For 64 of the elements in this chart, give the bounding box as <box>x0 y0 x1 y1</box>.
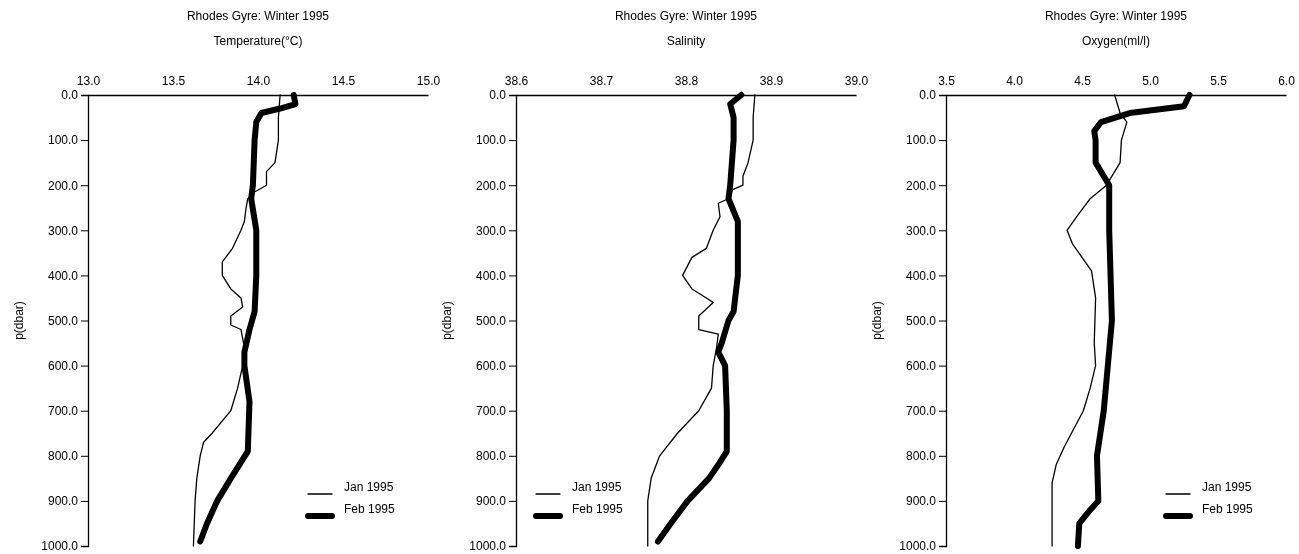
x-tick-label: 38.7 <box>589 74 614 88</box>
y-tick-label: 1000.0 <box>41 539 79 554</box>
x-tick-label: 5.5 <box>1210 74 1228 88</box>
y-tick-label: 300.0 <box>475 223 507 238</box>
y-tick-label: 700.0 <box>475 404 507 419</box>
y-tick-label: 200.0 <box>905 178 937 193</box>
chart-title: Rhodes Gyre: Winter 1995 <box>186 9 330 23</box>
y-tick-label: 400.0 <box>47 268 79 283</box>
y-tick-label: 700.0 <box>905 404 937 419</box>
x-tick-label: 13.0 <box>76 74 101 88</box>
chart-title: Rhodes Gyre: Winter 1995 <box>614 9 758 23</box>
x-tick-label: 39.0 <box>844 74 869 88</box>
x-tick-label: 15.0 <box>416 74 441 88</box>
y-axis-title: p(dbar) <box>870 301 884 340</box>
chart-title: Rhodes Gyre: Winter 1995 <box>1044 9 1188 23</box>
y-tick-label: 200.0 <box>47 178 79 193</box>
legend-label: Feb 1995 <box>1202 502 1254 516</box>
y-tick-label: 900.0 <box>475 494 507 509</box>
y-tick-label: 800.0 <box>47 449 79 464</box>
y-tick-label: 100.0 <box>47 133 79 148</box>
y-axis-title: p(dbar) <box>12 301 26 340</box>
y-tick-label: 900.0 <box>905 494 937 509</box>
y-tick-label: 1000.0 <box>469 539 507 554</box>
x-tick-label: 3.5 <box>938 74 956 88</box>
y-tick-label: 0.0 <box>61 88 79 103</box>
y-tick-label: 300.0 <box>47 223 79 238</box>
y-tick-label: 500.0 <box>905 313 937 328</box>
x-tick-label: 14.5 <box>331 74 356 88</box>
legend-label: Feb 1995 <box>572 502 624 516</box>
y-tick-label: 200.0 <box>475 178 507 193</box>
y-axis-title: p(dbar) <box>440 301 454 340</box>
y-tick-label: 800.0 <box>905 449 937 464</box>
y-tick-label: 700.0 <box>47 404 79 419</box>
y-tick-label: 100.0 <box>475 133 507 148</box>
x-axis-title: Salinity <box>666 34 706 48</box>
y-tick-label: 600.0 <box>475 358 507 373</box>
x-tick-label: 4.5 <box>1074 74 1092 88</box>
y-tick-label: 1000.0 <box>899 539 937 554</box>
y-tick-label: 600.0 <box>47 358 79 373</box>
y-tick-label: 800.0 <box>475 449 507 464</box>
x-axis-title: Temperature(°C) <box>213 34 303 48</box>
y-tick-label: 0.0 <box>489 88 507 103</box>
x-tick-label: 6.0 <box>1278 74 1296 88</box>
x-tick-label: 5.0 <box>1142 74 1160 88</box>
y-tick-label: 400.0 <box>905 268 937 283</box>
legend-label: Jan 1995 <box>1202 480 1252 494</box>
y-tick-label: 100.0 <box>905 133 937 148</box>
x-tick-label: 38.8 <box>674 74 699 88</box>
y-tick-label: 400.0 <box>475 268 507 283</box>
y-tick-label: 900.0 <box>47 494 79 509</box>
x-axis-title: Oxygen(ml/l) <box>1081 34 1151 48</box>
legend-label: Jan 1995 <box>344 480 394 494</box>
y-tick-label: 0.0 <box>919 88 937 103</box>
y-tick-label: 300.0 <box>905 223 937 238</box>
x-tick-label: 38.6 <box>504 74 529 88</box>
y-tick-label: 500.0 <box>47 313 79 328</box>
y-tick-label: 600.0 <box>905 358 937 373</box>
x-tick-label: 13.5 <box>161 74 186 88</box>
x-tick-label: 38.9 <box>759 74 784 88</box>
legend-label: Feb 1995 <box>344 502 396 516</box>
x-tick-label: 4.0 <box>1006 74 1024 88</box>
x-tick-label: 14.0 <box>246 74 271 88</box>
y-tick-label: 500.0 <box>475 313 507 328</box>
legend-label: Jan 1995 <box>572 480 622 494</box>
